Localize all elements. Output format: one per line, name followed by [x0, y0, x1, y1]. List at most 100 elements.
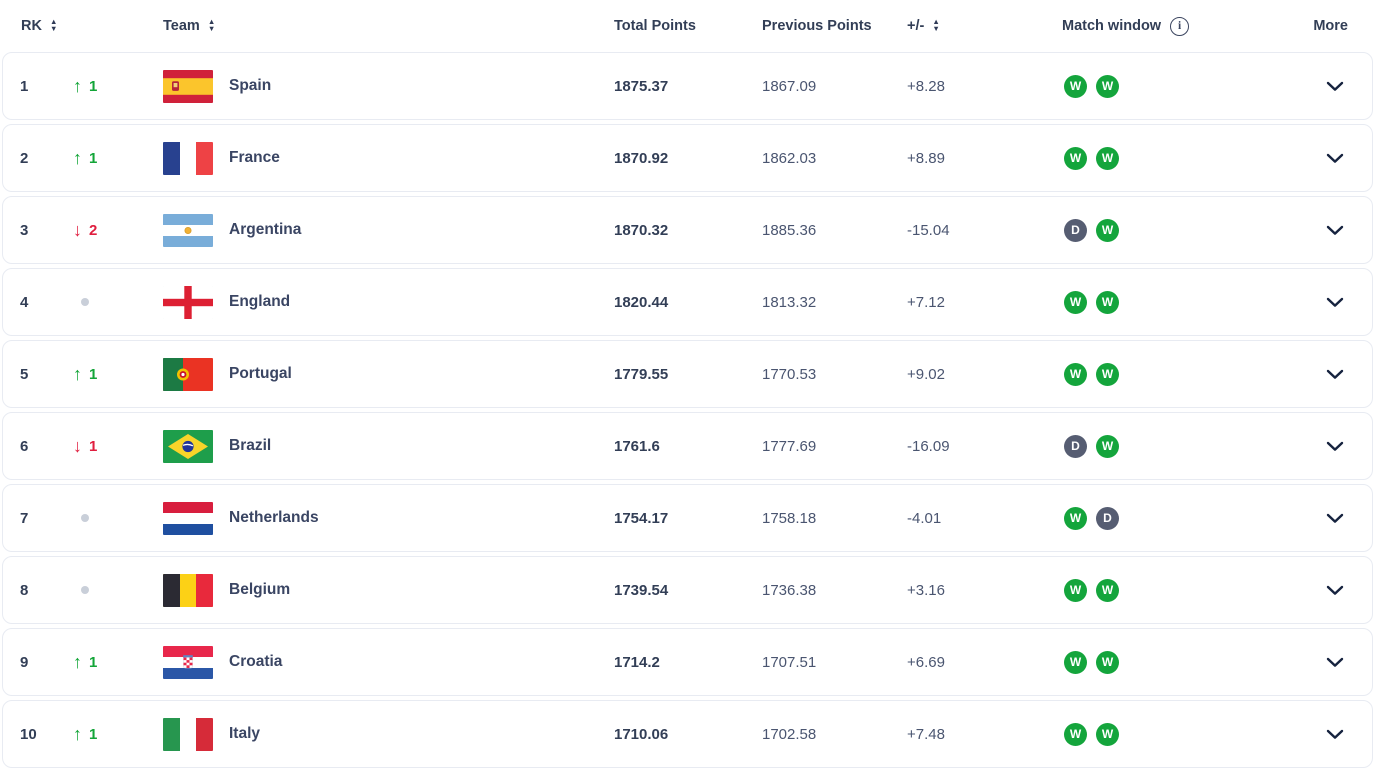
expand-row-button[interactable] [1299, 369, 1372, 380]
chevron-down-icon [1326, 729, 1344, 739]
chevron-down-icon [1326, 153, 1344, 163]
rank-movement-places: 2 [89, 221, 98, 239]
rank-value: 2 [20, 149, 29, 167]
team-cell[interactable]: Italy [163, 717, 614, 751]
sort-icon[interactable]: ▲ ▼ [49, 17, 58, 33]
team-cell[interactable]: Netherlands [163, 501, 614, 535]
no-change-dot-icon [81, 586, 89, 594]
rank-up-arrow-icon: ↑ [73, 364, 82, 384]
rank-up-arrow-icon: ↑ [73, 724, 82, 744]
expand-row-button[interactable] [1299, 225, 1372, 236]
total-points-value: 1714.2 [614, 653, 660, 671]
expand-row-button[interactable] [1299, 513, 1372, 524]
expand-row-button[interactable] [1299, 657, 1372, 668]
rank-up-arrow-icon: ↑ [73, 652, 82, 672]
total-points-column-label: Total Points [614, 18, 696, 34]
team-cell[interactable]: Brazil [163, 429, 614, 463]
rank-movement-places: 1 [89, 653, 98, 671]
team-cell[interactable]: Argentina [163, 213, 614, 247]
expand-row-button[interactable] [1299, 81, 1372, 92]
win-result-badge: W [1064, 722, 1087, 746]
previous-points-value: 1813.32 [762, 293, 817, 311]
column-header-team[interactable]: Team ▲ ▼ [163, 18, 614, 34]
team-name: Netherlands [229, 509, 319, 526]
points-change-value: +8.89 [907, 149, 945, 167]
win-result-badge: W [1096, 290, 1119, 314]
sort-icon[interactable]: ▲ ▼ [932, 17, 940, 33]
rank-value: 10 [20, 725, 37, 743]
draw-result-badge: D [1064, 434, 1087, 458]
team-flag-icon [163, 645, 213, 679]
previous-points-value: 1702.58 [762, 725, 817, 743]
expand-row-button[interactable] [1299, 297, 1372, 308]
expand-row-button[interactable] [1299, 729, 1372, 740]
team-flag-icon [163, 501, 213, 535]
team-cell[interactable]: Croatia [163, 645, 614, 679]
chevron-down-icon [1326, 441, 1344, 451]
column-header-previous-points: Previous Points [762, 18, 907, 34]
team-name: Croatia [229, 653, 283, 670]
rank-movement-places: 1 [89, 77, 98, 95]
diff-column-label: +/- [907, 18, 925, 34]
previous-points-value: 1777.69 [762, 437, 817, 455]
previous-points-value: 1770.53 [762, 365, 817, 383]
rank-movement: ↑ 1 [63, 653, 163, 671]
win-result-badge: W [1096, 578, 1119, 602]
no-change-dot-icon [81, 298, 89, 306]
column-header-more: More [1299, 18, 1372, 34]
team-cell[interactable]: France [163, 141, 614, 175]
column-header-total-points: Total Points [614, 18, 762, 34]
team-cell[interactable]: Portugal [163, 357, 614, 391]
points-change-value: -15.04 [907, 221, 950, 239]
total-points-value: 1820.44 [614, 293, 669, 311]
chevron-down-icon [1326, 297, 1344, 307]
rank-movement: ↑ 1 [63, 725, 163, 743]
team-name: Italy [229, 725, 261, 742]
expand-row-button[interactable] [1299, 441, 1372, 452]
team-name: Portugal [229, 365, 292, 382]
rank-down-arrow-icon: ↓ [73, 220, 82, 240]
column-header-match-window: Match window [1062, 16, 1299, 36]
rank-value: 3 [20, 221, 29, 239]
team-cell[interactable]: England [163, 285, 614, 319]
expand-row-button[interactable] [1299, 153, 1372, 164]
rank-value: 4 [20, 293, 29, 311]
win-result-badge: W [1064, 290, 1087, 314]
win-result-badge: W [1064, 650, 1087, 674]
rank-movement-places: 1 [89, 365, 98, 383]
chevron-down-icon [1326, 225, 1344, 235]
info-icon[interactable] [1170, 16, 1190, 36]
previous-points-value: 1862.03 [762, 149, 817, 167]
column-header-rank[interactable]: RK ▲ ▼ [3, 18, 63, 34]
chevron-down-icon [1326, 585, 1344, 595]
team-cell[interactable]: Belgium [163, 573, 614, 607]
more-column-label: More [1313, 18, 1348, 34]
sort-icon[interactable]: ▲ ▼ [207, 17, 216, 33]
expand-row-button[interactable] [1299, 585, 1372, 596]
win-result-badge: W [1096, 74, 1119, 98]
win-result-badge: W [1096, 362, 1119, 386]
points-change-value: +6.69 [907, 653, 945, 671]
team-cell[interactable]: Spain [163, 69, 614, 103]
rank-value: 5 [20, 365, 29, 383]
rank-value: 8 [20, 581, 29, 599]
column-header-diff[interactable]: +/- ▲ ▼ [907, 18, 1062, 34]
team-name: England [229, 293, 291, 310]
rank-up-arrow-icon: ↑ [73, 76, 82, 96]
rank-movement-places: 1 [89, 149, 98, 167]
team-flag-icon [163, 69, 213, 103]
total-points-value: 1761.6 [614, 437, 660, 455]
previous-points-column-label: Previous Points [762, 18, 872, 34]
